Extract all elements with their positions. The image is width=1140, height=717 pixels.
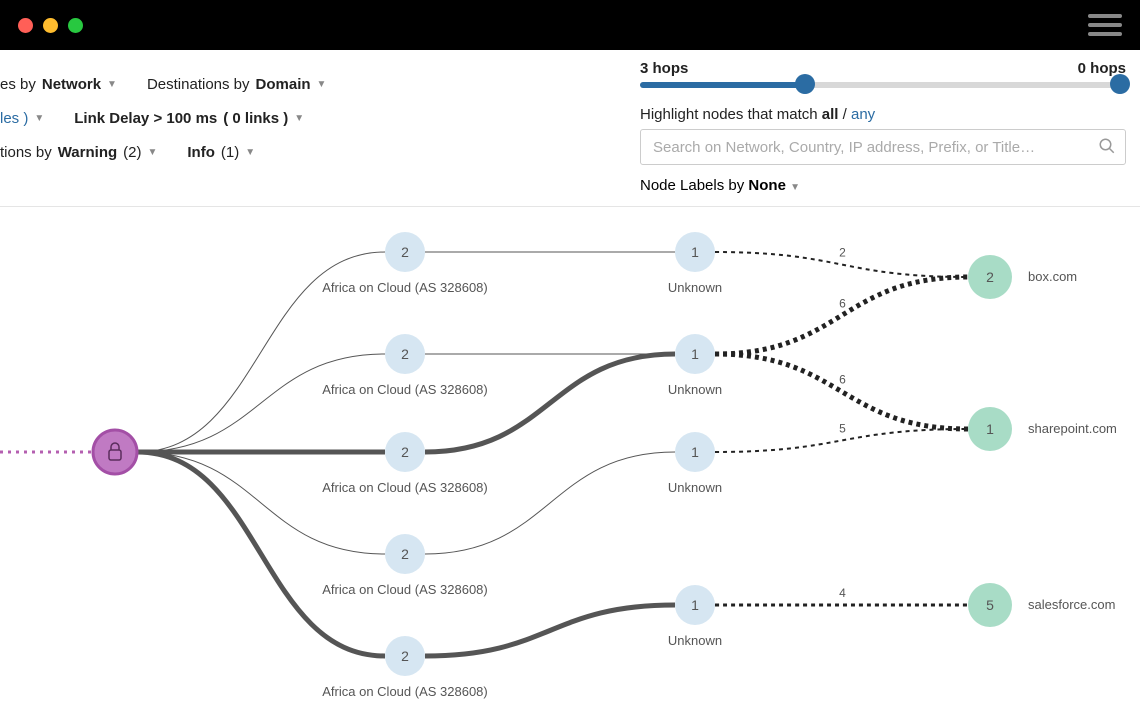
highlight-match-row: Highlight nodes that match all / any (640, 106, 1126, 123)
filter-dropdown-1[interactable]: les ) ▼ (0, 102, 44, 136)
sources-by-dropdown[interactable]: es by Network ▼ (0, 68, 117, 102)
annotations-prefix: tions by (0, 136, 52, 170)
info-count: (1) (221, 136, 239, 170)
svg-text:2: 2 (401, 346, 409, 362)
svg-text:Africa on Cloud (AS 328608): Africa on Cloud (AS 328608) (322, 684, 487, 699)
node-labels-dropdown[interactable]: Node Labels by None ▼ (640, 177, 1126, 194)
svg-text:5: 5 (986, 597, 994, 613)
svg-text:Unknown: Unknown (668, 280, 722, 295)
slider-left-label: 3 hops (640, 60, 688, 77)
svg-text:Africa on Cloud (AS 328608): Africa on Cloud (AS 328608) (322, 382, 487, 397)
path-visualization: 2 6 6 5 4 2 Africa on Cloud (AS 328608) 2 Africa… (0, 207, 1140, 717)
highlight-sep: / (838, 106, 851, 123)
annotations-dropdown[interactable]: tions by Warning (2) ▼ (0, 136, 157, 170)
link-delay-prefix: Link Delay > 100 ms (74, 102, 217, 136)
slider-handle[interactable] (795, 74, 815, 94)
chevron-down-icon: ▼ (294, 102, 304, 136)
controls-bar: es by Network ▼ Destinations by Domain ▼… (0, 50, 1140, 194)
search-icon (1098, 137, 1116, 160)
svg-text:4: 4 (839, 586, 846, 600)
chevron-down-icon: ▼ (34, 102, 44, 136)
svg-text:Africa on Cloud (AS 328608): Africa on Cloud (AS 328608) (322, 480, 487, 495)
svg-text:sharepoint.com: sharepoint.com (1028, 421, 1117, 436)
svg-text:2: 2 (401, 444, 409, 460)
slider-fill (640, 82, 805, 88)
svg-text:Unknown: Unknown (668, 633, 722, 648)
svg-text:Africa on Cloud (AS 328608): Africa on Cloud (AS 328608) (322, 582, 487, 597)
svg-text:2: 2 (401, 648, 409, 664)
info-label: Info (187, 136, 215, 170)
close-window-button[interactable] (18, 18, 33, 33)
hops-slider[interactable]: 3 hops 0 hops (640, 60, 1126, 94)
destinations-by-dropdown[interactable]: Destinations by Domain ▼ (147, 68, 326, 102)
svg-text:Unknown: Unknown (668, 382, 722, 397)
window-titlebar (0, 0, 1140, 50)
warning-label: Warning (58, 136, 117, 170)
chevron-down-icon: ▼ (147, 136, 157, 170)
svg-text:1: 1 (691, 346, 699, 362)
right-controls: 3 hops 0 hops Highlight nodes that match… (640, 60, 1140, 194)
chevron-down-icon: ▼ (790, 182, 800, 193)
minimize-window-button[interactable] (43, 18, 58, 33)
left-controls: es by Network ▼ Destinations by Domain ▼… (0, 60, 640, 194)
svg-text:2: 2 (986, 269, 994, 285)
svg-text:1: 1 (691, 597, 699, 613)
svg-text:box.com: box.com (1028, 269, 1077, 284)
maximize-window-button[interactable] (68, 18, 83, 33)
chevron-down-icon: ▼ (245, 136, 255, 170)
chevron-down-icon: ▼ (107, 68, 117, 102)
destinations-by-prefix: Destinations by (147, 68, 250, 102)
svg-text:salesforce.com: salesforce.com (1028, 597, 1115, 612)
sources-by-value: Network (42, 68, 101, 102)
highlight-prefix: Highlight nodes that match (640, 106, 822, 123)
svg-text:2: 2 (401, 546, 409, 562)
filter-label: les ) (0, 102, 28, 136)
svg-text:5: 5 (839, 422, 846, 436)
slider-handle-end[interactable] (1110, 74, 1130, 94)
chevron-down-icon: ▼ (317, 68, 327, 102)
source-node[interactable] (93, 430, 137, 474)
sources-by-prefix: es by (0, 68, 36, 102)
svg-text:1: 1 (691, 444, 699, 460)
highlight-all[interactable]: all (822, 106, 839, 123)
svg-text:2: 2 (839, 246, 846, 260)
svg-text:6: 6 (839, 297, 846, 311)
search-input[interactable] (640, 129, 1126, 165)
hamburger-menu-button[interactable] (1088, 14, 1122, 36)
link-delay-count: ( 0 links ) (223, 102, 288, 136)
destinations-by-value: Domain (256, 68, 311, 102)
link-delay-dropdown[interactable]: Link Delay > 100 ms ( 0 links ) ▼ (74, 102, 304, 136)
node-labels-prefix: Node Labels by (640, 177, 748, 194)
info-dropdown[interactable]: Info (1) ▼ (187, 136, 255, 170)
svg-text:Unknown: Unknown (668, 480, 722, 495)
svg-text:Africa on Cloud (AS 328608): Africa on Cloud (AS 328608) (322, 280, 487, 295)
svg-text:1: 1 (691, 244, 699, 260)
svg-text:1: 1 (986, 421, 994, 437)
svg-text:6: 6 (839, 373, 846, 387)
traffic-lights (18, 18, 83, 33)
node-labels-value: None (748, 177, 786, 194)
warning-count: (2) (123, 136, 141, 170)
svg-text:2: 2 (401, 244, 409, 260)
search-wrap (640, 129, 1126, 165)
highlight-any-link[interactable]: any (851, 106, 875, 123)
